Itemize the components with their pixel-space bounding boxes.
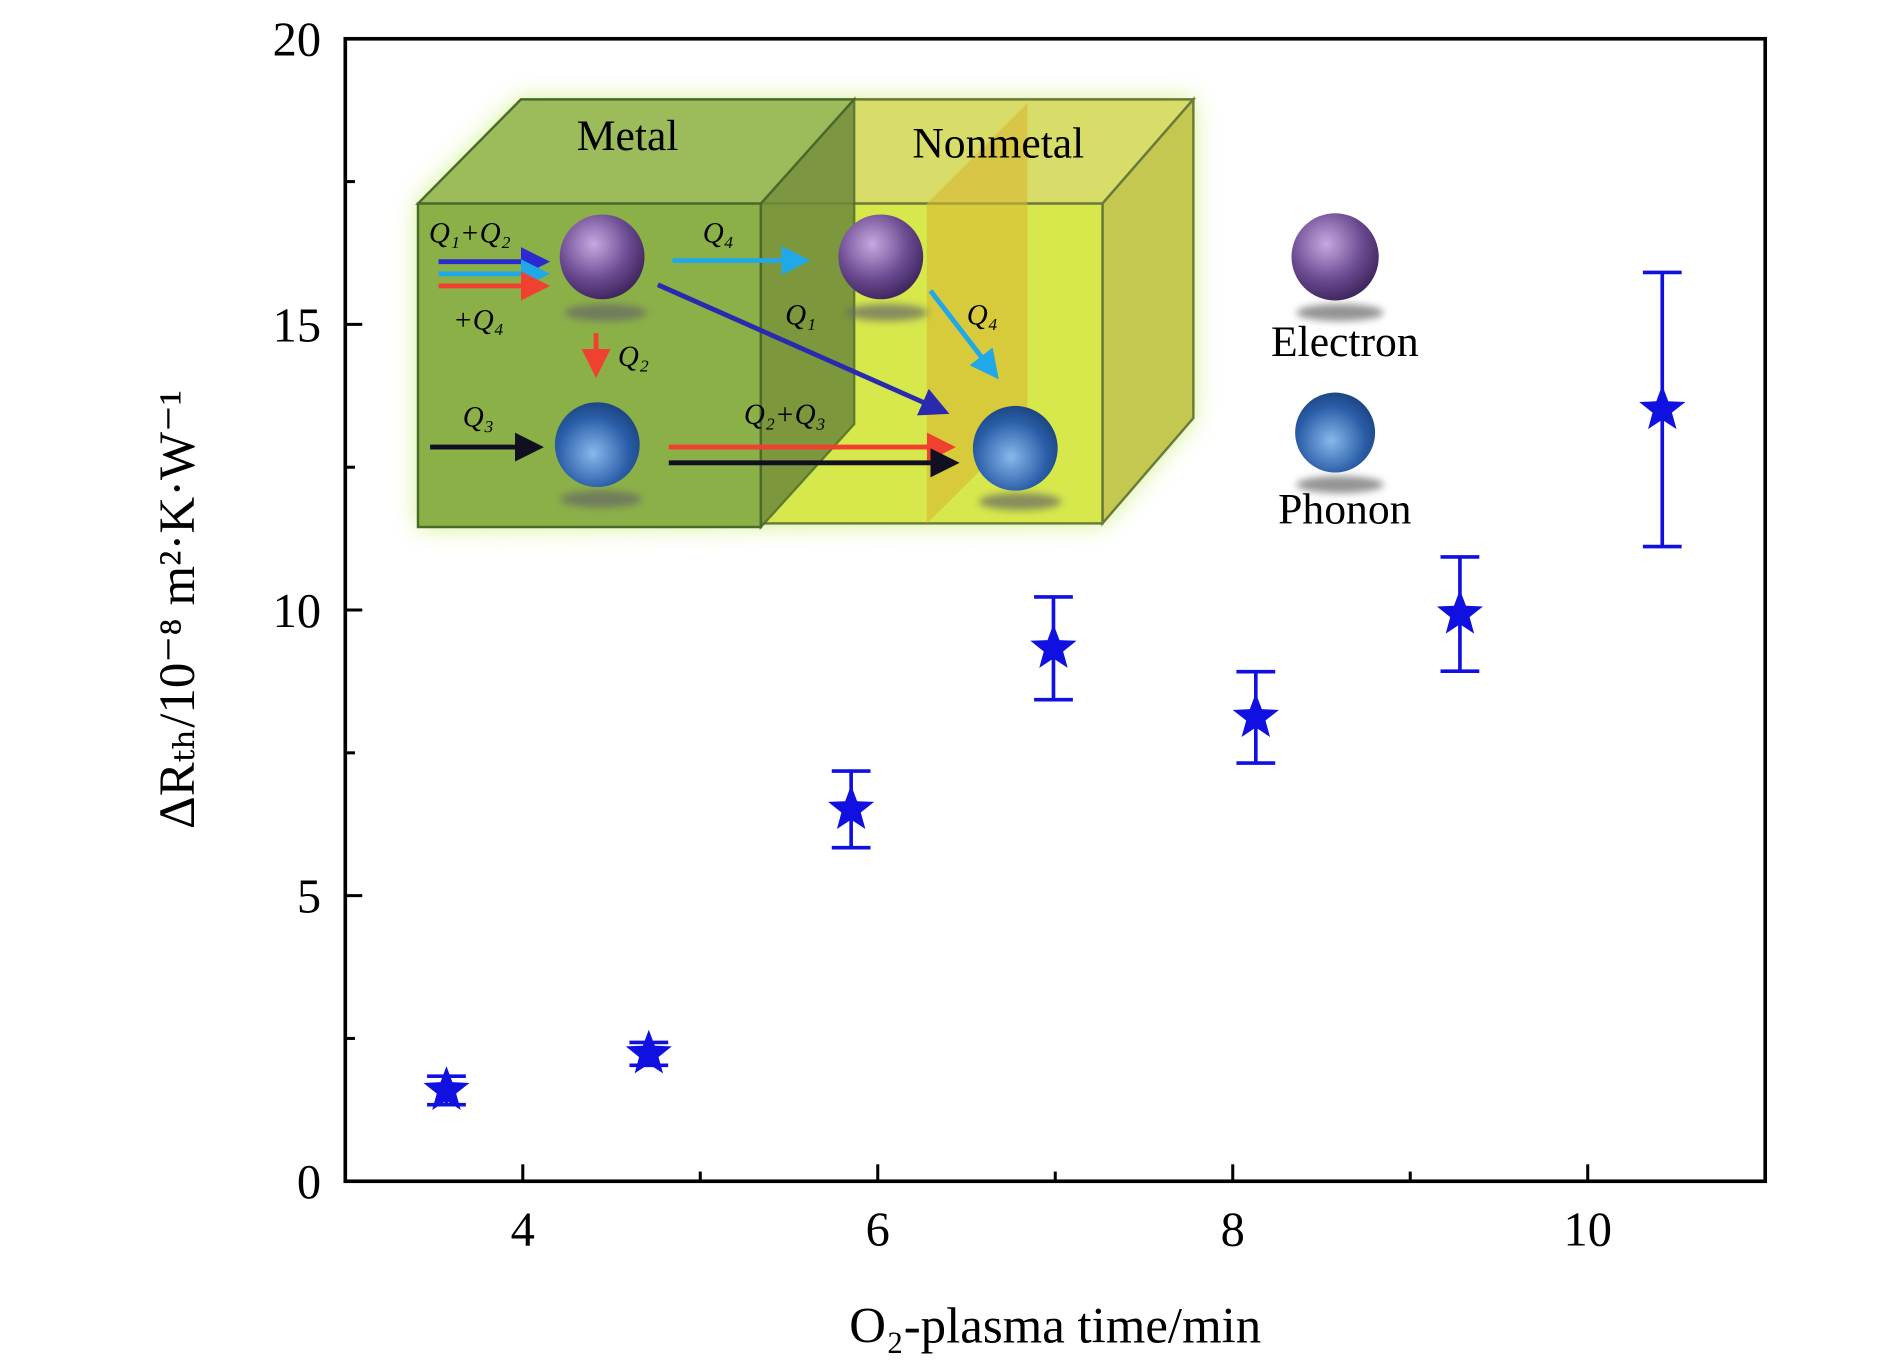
point [1639, 385, 1686, 430]
y-tick-label: 20 [273, 14, 321, 67]
label-q: Q₄ [967, 300, 998, 332]
y-tick-label: 10 [273, 585, 321, 638]
label-q: +Q₄ [453, 305, 504, 337]
y-tick-label: 15 [273, 299, 321, 352]
point [828, 785, 875, 829]
point [1232, 693, 1279, 737]
y-tick-label: 0 [297, 1156, 321, 1209]
inset-diagram: Metal Nonmetal Electron Phonon Q₁+Q₂ +Q₄… [415, 96, 1419, 533]
label-q: Q₂+Q₃ [744, 399, 826, 431]
label-q: Q₂ [618, 341, 649, 373]
label-phonon: Phonon [1278, 485, 1411, 533]
x-tick-label: 4 [511, 1203, 535, 1256]
x-axis-label: O₂-plasma time/min [849, 1298, 1261, 1354]
label-q: Q₄ [703, 217, 734, 249]
y-axis-label: ΔRₜₕ/10⁻⁸ m²·K·W⁻¹ [150, 390, 206, 829]
label-q: Q₃ [463, 401, 494, 433]
x-tick-label: 6 [866, 1203, 890, 1256]
label-nonmetal: Nonmetal [912, 120, 1084, 168]
label-metal: Metal [577, 112, 679, 160]
label-electron: Electron [1271, 318, 1419, 366]
point [423, 1066, 470, 1111]
x-tick-label: 10 [1563, 1203, 1611, 1256]
y-tick-label: 5 [297, 871, 321, 924]
point [1436, 589, 1483, 634]
label-q: Q₁+Q₂ [429, 217, 511, 249]
x-tick-label: 8 [1221, 1203, 1245, 1256]
point [625, 1029, 672, 1074]
point [1030, 624, 1077, 668]
label-q: Q₁ [785, 300, 816, 332]
